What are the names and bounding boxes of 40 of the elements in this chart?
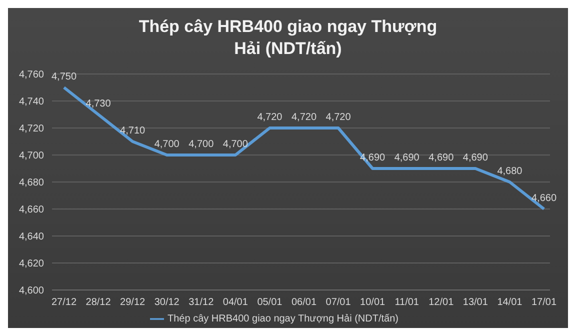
data-label: 4,730 xyxy=(86,98,112,110)
data-label: 4,720 xyxy=(291,112,317,123)
x-tick-label: 30/12 xyxy=(154,297,180,308)
y-tick-label: 4,620 xyxy=(18,258,44,270)
data-label: 4,700 xyxy=(188,139,214,150)
legend-label: Thép cây HRB400 giao ngay Thượng Hải (NDT/tấn) xyxy=(168,314,398,325)
data-label: 4,660 xyxy=(531,193,557,204)
data-label: 4,710 xyxy=(120,126,146,136)
x-tick-label: 17/01 xyxy=(531,297,557,308)
y-tick-label: 4,720 xyxy=(18,124,44,135)
x-tick-label: 14/01 xyxy=(497,297,523,308)
y-tick-label: 4,680 xyxy=(18,178,44,189)
data-label: 4,720 xyxy=(326,112,352,123)
x-tick-label: 11/01 xyxy=(394,297,420,308)
x-tick-label: 10/01 xyxy=(360,297,386,308)
x-tick-label: 31/12 xyxy=(188,297,214,308)
x-tick-label: 29/12 xyxy=(120,297,146,308)
x-tick-label: 06/01 xyxy=(291,297,317,308)
x-tick-label: 07/01 xyxy=(326,297,352,308)
data-label: 4,690 xyxy=(394,152,420,164)
y-tick-label: 4,700 xyxy=(18,150,44,162)
data-label: 4,690 xyxy=(428,152,454,164)
y-tick-label: 4,660 xyxy=(18,204,44,216)
data-label: 4,680 xyxy=(497,166,523,177)
x-tick-label: 27/12 xyxy=(51,297,77,308)
data-label: 4,700 xyxy=(154,139,180,150)
x-tick-label: 13/01 xyxy=(462,297,488,308)
x-tick-label: 12/01 xyxy=(428,297,454,308)
y-tick-label: 4,640 xyxy=(18,232,44,243)
y-tick-label: 4,760 xyxy=(18,70,44,81)
y-tick-label: 4,600 xyxy=(18,286,44,297)
data-label: 4,690 xyxy=(462,152,488,164)
x-tick-label: 05/01 xyxy=(257,297,283,308)
data-label: 4,750 xyxy=(51,72,77,82)
y-tick-label: 4,740 xyxy=(18,96,44,108)
data-label: 4,720 xyxy=(257,112,283,123)
data-label: 4,700 xyxy=(222,139,248,150)
x-tick-label: 28/12 xyxy=(86,297,112,308)
chart-title: Thép cây HRB400 giao ngay Thượng Hải (NDT/tấn) xyxy=(138,16,438,60)
x-tick-label: 04/01 xyxy=(222,297,248,308)
